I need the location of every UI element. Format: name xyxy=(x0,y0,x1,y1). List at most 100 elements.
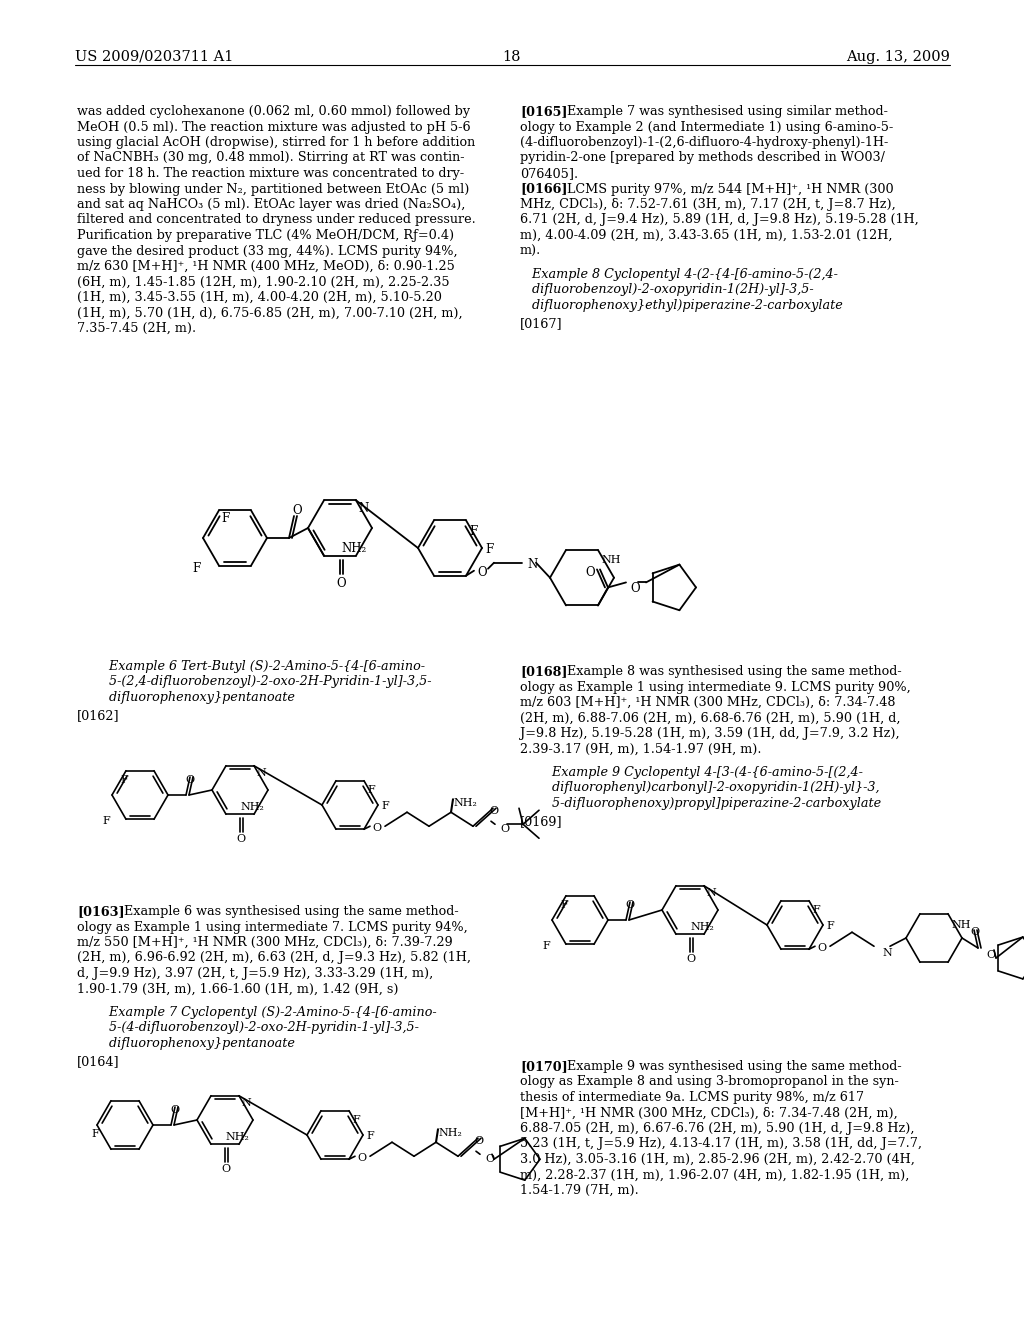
Text: [0169]: [0169] xyxy=(520,816,562,829)
Text: difluorobenzoyl)-2-oxopyridin-1(2H)-yl]-3,5-: difluorobenzoyl)-2-oxopyridin-1(2H)-yl]-… xyxy=(520,284,814,297)
Text: [0164]: [0164] xyxy=(77,1056,120,1068)
Text: m), 4.00-4.09 (2H, m), 3.43-3.65 (1H, m), 1.53-2.01 (12H,: m), 4.00-4.09 (2H, m), 3.43-3.65 (1H, m)… xyxy=(520,228,893,242)
Text: Example 7 Cyclopentyl (S)-2-Amino-5-{4-[6-amino-: Example 7 Cyclopentyl (S)-2-Amino-5-{4-[… xyxy=(97,1006,436,1019)
Text: O: O xyxy=(292,504,302,517)
Text: NH₂: NH₂ xyxy=(690,923,714,932)
Text: O: O xyxy=(489,807,499,816)
Text: O: O xyxy=(474,1137,483,1146)
Text: O: O xyxy=(630,582,640,595)
Text: m).: m). xyxy=(520,244,542,257)
Text: 5-difluorophenoxy)propyl]piperazine-2-carboxylate: 5-difluorophenoxy)propyl]piperazine-2-ca… xyxy=(540,797,881,810)
Text: NH: NH xyxy=(951,920,971,929)
Text: O: O xyxy=(373,824,382,833)
Text: Example 6 Tert-Butyl (S)-2-Amino-5-{4-[6-amino-: Example 6 Tert-Butyl (S)-2-Amino-5-{4-[6… xyxy=(97,660,425,673)
Text: [0165]: [0165] xyxy=(520,106,567,117)
Text: O: O xyxy=(586,566,595,579)
Text: ology as Example 1 using intermediate 7. LCMS purity 94%,: ology as Example 1 using intermediate 7.… xyxy=(77,920,468,933)
Text: 2.39-3.17 (9H, m), 1.54-1.97 (9H, m).: 2.39-3.17 (9H, m), 1.54-1.97 (9H, m). xyxy=(520,742,762,755)
Text: Example 8 was synthesised using the same method-: Example 8 was synthesised using the same… xyxy=(555,665,901,678)
Text: F: F xyxy=(120,775,128,785)
Text: pyridin-2-one [prepared by methods described in WO03/: pyridin-2-one [prepared by methods descr… xyxy=(520,152,885,165)
Text: O: O xyxy=(971,927,980,937)
Text: O: O xyxy=(221,1164,230,1173)
Text: of NaCNBH₃ (30 mg, 0.48 mmol). Stirring at RT was contin-: of NaCNBH₃ (30 mg, 0.48 mmol). Stirring … xyxy=(77,152,465,165)
Text: (4-difluorobenzoyl)-1-(2,6-difluoro-4-hydroxy-phenyl)-1H-: (4-difluorobenzoyl)-1-(2,6-difluoro-4-hy… xyxy=(520,136,888,149)
Text: MHz, CDCl₃), δ: 7.52-7.61 (3H, m), 7.17 (2H, t, J=8.7 Hz),: MHz, CDCl₃), δ: 7.52-7.61 (3H, m), 7.17 … xyxy=(520,198,896,211)
Text: ology as Example 8 and using 3-bromopropanol in the syn-: ology as Example 8 and using 3-bromoprop… xyxy=(520,1076,899,1089)
Text: N: N xyxy=(882,948,892,958)
Text: 1.54-1.79 (7H, m).: 1.54-1.79 (7H, m). xyxy=(520,1184,639,1197)
Text: O: O xyxy=(185,775,195,785)
Text: difluorophenyl)carbonyl]-2-oxopyridin-1(2H)-yl}-3,: difluorophenyl)carbonyl]-2-oxopyridin-1(… xyxy=(540,781,880,795)
Text: F: F xyxy=(812,904,820,915)
Text: O: O xyxy=(986,950,995,960)
Text: Example 7 was synthesised using similar method-: Example 7 was synthesised using similar … xyxy=(555,106,888,117)
Text: Example 6 was synthesised using the same method-: Example 6 was synthesised using the same… xyxy=(112,906,459,917)
Text: NH₂: NH₂ xyxy=(453,799,477,808)
Text: difluorophenoxy}pentanoate: difluorophenoxy}pentanoate xyxy=(97,1038,295,1049)
Text: N: N xyxy=(527,558,538,570)
Text: [0170]: [0170] xyxy=(520,1060,567,1073)
Text: difluorophenoxy}ethyl)piperazine-2-carboxylate: difluorophenoxy}ethyl)piperazine-2-carbo… xyxy=(520,300,843,312)
Text: N: N xyxy=(256,768,266,777)
Text: Example 9 Cyclopentyl 4-[3-(4-{6-amino-5-[(2,4-: Example 9 Cyclopentyl 4-[3-(4-{6-amino-5… xyxy=(540,766,863,779)
Text: O: O xyxy=(477,566,486,578)
Text: m/z 550 [M+H]⁺, ¹H NMR (300 MHz, CDCl₃), δ: 7.39-7.29: m/z 550 [M+H]⁺, ¹H NMR (300 MHz, CDCl₃),… xyxy=(77,936,453,949)
Text: was added cyclohexanone (0.062 ml, 0.60 mmol) followed by: was added cyclohexanone (0.062 ml, 0.60 … xyxy=(77,106,470,117)
Text: m/z 603 [M+H]⁺, ¹H NMR (300 MHz, CDCl₃), δ: 7.34-7.48: m/z 603 [M+H]⁺, ¹H NMR (300 MHz, CDCl₃),… xyxy=(520,696,896,709)
Text: (2H, m), 6.88-7.06 (2H, m), 6.68-6.76 (2H, m), 5.90 (1H, d,: (2H, m), 6.88-7.06 (2H, m), 6.68-6.76 (2… xyxy=(520,711,900,725)
Text: (1H, m), 5.70 (1H, d), 6.75-6.85 (2H, m), 7.00-7.10 (2H, m),: (1H, m), 5.70 (1H, d), 6.75-6.85 (2H, m)… xyxy=(77,306,463,319)
Text: O: O xyxy=(686,954,695,964)
Text: MeOH (0.5 ml). The reaction mixture was adjusted to pH 5-6: MeOH (0.5 ml). The reaction mixture was … xyxy=(77,120,471,133)
Text: O: O xyxy=(237,834,246,843)
Text: 6.88-7.05 (2H, m), 6.67-6.76 (2H, m), 5.90 (1H, d, J=9.8 Hz),: 6.88-7.05 (2H, m), 6.67-6.76 (2H, m), 5.… xyxy=(520,1122,914,1135)
Text: F: F xyxy=(381,801,389,810)
Text: (6H, m), 1.45-1.85 (12H, m), 1.90-2.10 (2H, m), 2.25-2.35: (6H, m), 1.45-1.85 (12H, m), 1.90-2.10 (… xyxy=(77,276,450,289)
Text: [0162]: [0162] xyxy=(77,710,120,722)
Text: F: F xyxy=(193,562,201,574)
Text: O: O xyxy=(357,1154,367,1163)
Text: F: F xyxy=(469,525,477,539)
Text: [M+H]⁺, ¹H NMR (300 MHz, CDCl₃), δ: 7.34-7.48 (2H, m),: [M+H]⁺, ¹H NMR (300 MHz, CDCl₃), δ: 7.34… xyxy=(520,1106,898,1119)
Text: ology to Example 2 (and Intermediate 1) using 6-amino-5-: ology to Example 2 (and Intermediate 1) … xyxy=(520,120,893,133)
Text: F: F xyxy=(485,543,494,556)
Text: O: O xyxy=(485,1154,495,1164)
Text: O: O xyxy=(626,900,635,909)
Text: F: F xyxy=(367,785,375,795)
Text: 18: 18 xyxy=(503,50,521,63)
Text: Example 8 Cyclopentyl 4-(2-{4-[6-amino-5-(2,4-: Example 8 Cyclopentyl 4-(2-{4-[6-amino-5… xyxy=(520,268,838,281)
Text: O: O xyxy=(817,944,826,953)
Text: Purification by preparative TLC (4% MeOH/DCM, Rƒ=0.4): Purification by preparative TLC (4% MeOH… xyxy=(77,228,454,242)
Text: filtered and concentrated to dryness under reduced pressure.: filtered and concentrated to dryness und… xyxy=(77,214,476,227)
Text: F: F xyxy=(221,512,229,525)
Text: F: F xyxy=(366,1131,374,1140)
Text: 5.23 (1H, t, J=5.9 Hz), 4.13-4.17 (1H, m), 3.58 (1H, dd, J=7.7,: 5.23 (1H, t, J=5.9 Hz), 4.13-4.17 (1H, m… xyxy=(520,1138,922,1151)
Text: using glacial AcOH (dropwise), stirred for 1 h before addition: using glacial AcOH (dropwise), stirred f… xyxy=(77,136,475,149)
Text: F: F xyxy=(560,900,568,909)
Text: O: O xyxy=(170,1105,179,1115)
Text: m/z 630 [M+H]⁺, ¹H NMR (400 MHz, MeOD), δ: 0.90-1.25: m/z 630 [M+H]⁺, ¹H NMR (400 MHz, MeOD), … xyxy=(77,260,455,273)
Text: LCMS purity 97%, m/z 544 [M+H]⁺, ¹H NMR (300: LCMS purity 97%, m/z 544 [M+H]⁺, ¹H NMR … xyxy=(555,182,894,195)
Text: and sat aq NaHCO₃ (5 ml). EtOAc layer was dried (Na₂SO₄),: and sat aq NaHCO₃ (5 ml). EtOAc layer wa… xyxy=(77,198,465,211)
Text: Aug. 13, 2009: Aug. 13, 2009 xyxy=(846,50,950,63)
Text: 7.35-7.45 (2H, m).: 7.35-7.45 (2H, m). xyxy=(77,322,197,335)
Text: 076405].: 076405]. xyxy=(520,168,579,180)
Text: N: N xyxy=(706,888,716,898)
Text: F: F xyxy=(543,941,550,952)
Text: [0166]: [0166] xyxy=(520,182,567,195)
Text: thesis of intermediate 9a. LCMS purity 98%, m/z 617: thesis of intermediate 9a. LCMS purity 9… xyxy=(520,1092,864,1104)
Text: ued for 18 h. The reaction mixture was concentrated to dry-: ued for 18 h. The reaction mixture was c… xyxy=(77,168,464,180)
Text: 6.71 (2H, d, J=9.4 Hz), 5.89 (1H, d, J=9.8 Hz), 5.19-5.28 (1H,: 6.71 (2H, d, J=9.4 Hz), 5.89 (1H, d, J=9… xyxy=(520,214,919,227)
Text: F: F xyxy=(91,1129,99,1139)
Text: 5-(2,4-difluorobenzoyl)-2-oxo-2H-Pyridin-1-yl]-3,5-: 5-(2,4-difluorobenzoyl)-2-oxo-2H-Pyridin… xyxy=(97,676,431,689)
Text: Example 9 was synthesised using the same method-: Example 9 was synthesised using the same… xyxy=(555,1060,901,1073)
Text: NH₂: NH₂ xyxy=(341,541,367,554)
Text: 5-(4-difluorobenzoyl)-2-oxo-2H-pyridin-1-yl]-3,5-: 5-(4-difluorobenzoyl)-2-oxo-2H-pyridin-1… xyxy=(97,1022,419,1035)
Text: [0163]: [0163] xyxy=(77,906,125,917)
Text: NH₂: NH₂ xyxy=(438,1129,462,1138)
Text: N: N xyxy=(241,1098,251,1107)
Text: gave the desired product (33 mg, 44%). LCMS purity 94%,: gave the desired product (33 mg, 44%). L… xyxy=(77,244,458,257)
Text: N: N xyxy=(358,503,369,515)
Text: ology as Example 1 using intermediate 9. LCMS purity 90%,: ology as Example 1 using intermediate 9.… xyxy=(520,681,910,693)
Text: US 2009/0203711 A1: US 2009/0203711 A1 xyxy=(75,50,233,63)
